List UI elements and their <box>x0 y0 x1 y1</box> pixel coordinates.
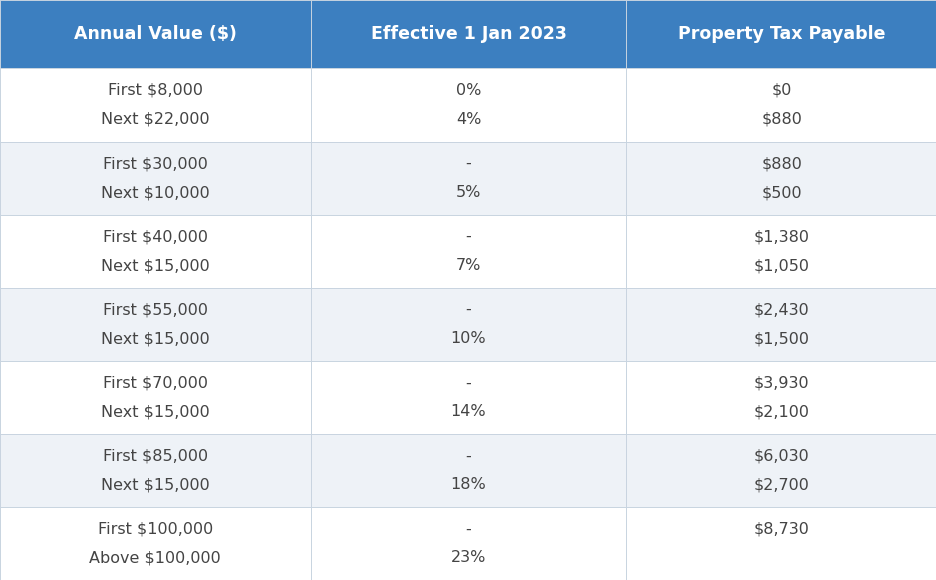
Text: Next $22,000: Next $22,000 <box>101 112 210 127</box>
Text: Next $15,000: Next $15,000 <box>101 477 210 492</box>
Text: 10%: 10% <box>450 331 486 346</box>
Text: First $55,000: First $55,000 <box>103 302 208 317</box>
Text: 4%: 4% <box>455 112 481 127</box>
Text: $2,100: $2,100 <box>753 404 809 419</box>
Text: 23%: 23% <box>450 550 486 566</box>
Text: Annual Value ($): Annual Value ($) <box>74 25 237 44</box>
Text: -: - <box>465 375 471 390</box>
Text: $1,500: $1,500 <box>753 331 809 346</box>
Text: Next $15,000: Next $15,000 <box>101 258 210 273</box>
Text: 7%: 7% <box>455 258 481 273</box>
Text: Next $15,000: Next $15,000 <box>101 404 210 419</box>
Text: First $85,000: First $85,000 <box>103 448 208 463</box>
Bar <box>0 142 936 215</box>
Bar <box>0 215 936 288</box>
Text: Effective 1 Jan 2023: Effective 1 Jan 2023 <box>370 25 566 44</box>
Text: $1,380: $1,380 <box>753 229 809 244</box>
Text: First $100,000: First $100,000 <box>97 521 212 536</box>
Text: $8,730: $8,730 <box>753 521 809 536</box>
Bar <box>0 361 936 434</box>
Text: -: - <box>465 448 471 463</box>
Text: -: - <box>465 302 471 317</box>
Text: 0%: 0% <box>455 83 481 98</box>
Text: -: - <box>465 156 471 171</box>
Text: Next $10,000: Next $10,000 <box>101 185 210 200</box>
Text: $3,930: $3,930 <box>753 375 809 390</box>
Text: -: - <box>465 229 471 244</box>
Text: 18%: 18% <box>450 477 486 492</box>
Text: First $30,000: First $30,000 <box>103 156 208 171</box>
Text: First $40,000: First $40,000 <box>103 229 208 244</box>
Text: Above $100,000: Above $100,000 <box>89 550 221 566</box>
Text: $2,430: $2,430 <box>753 302 809 317</box>
Bar <box>0 68 936 142</box>
Text: Property Tax Payable: Property Tax Payable <box>678 25 885 44</box>
Bar <box>0 288 936 361</box>
Text: 5%: 5% <box>455 185 481 200</box>
Bar <box>0 0 936 68</box>
Bar <box>0 507 936 580</box>
Text: $880: $880 <box>760 156 801 171</box>
Text: $0: $0 <box>770 83 791 98</box>
Text: $2,700: $2,700 <box>753 477 809 492</box>
Text: First $70,000: First $70,000 <box>103 375 208 390</box>
Text: First $8,000: First $8,000 <box>108 83 202 98</box>
Bar <box>0 434 936 507</box>
Text: $1,050: $1,050 <box>753 258 809 273</box>
Text: $6,030: $6,030 <box>753 448 809 463</box>
Text: 14%: 14% <box>450 404 486 419</box>
Text: $500: $500 <box>761 185 801 200</box>
Text: $880: $880 <box>760 112 801 127</box>
Text: Next $15,000: Next $15,000 <box>101 331 210 346</box>
Text: -: - <box>465 521 471 536</box>
